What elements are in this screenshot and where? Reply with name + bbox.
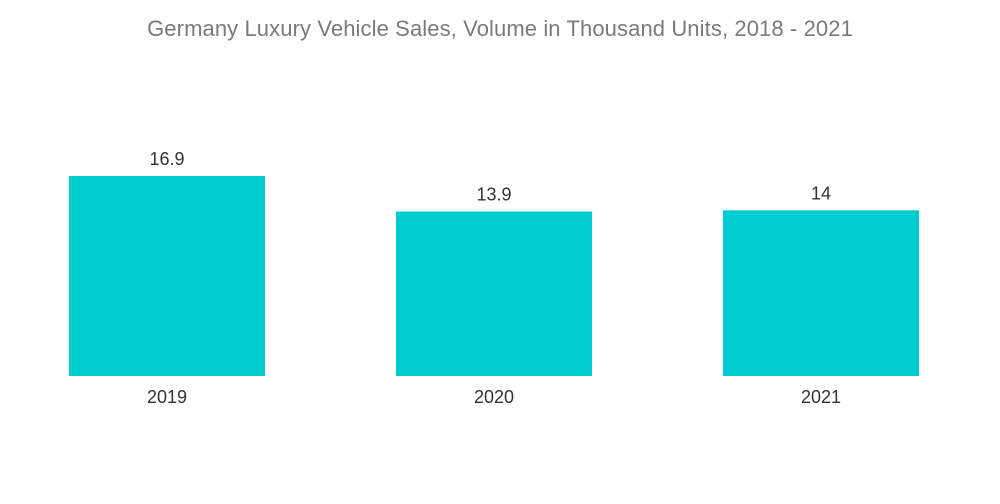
bar-2019 <box>69 176 265 376</box>
data-label-2021: 14 <box>811 183 831 203</box>
x-tick-label-2019: 2019 <box>147 387 187 407</box>
bar-2020 <box>396 211 592 376</box>
data-label-2020: 13.9 <box>476 185 511 205</box>
x-tick-label-2020: 2020 <box>474 387 514 407</box>
x-tick-label-2021: 2021 <box>801 387 841 407</box>
chart-title: Germany Luxury Vehicle Sales, Volume in … <box>147 16 853 41</box>
bar-2021 <box>723 210 919 376</box>
data-label-2019: 16.9 <box>149 149 184 169</box>
